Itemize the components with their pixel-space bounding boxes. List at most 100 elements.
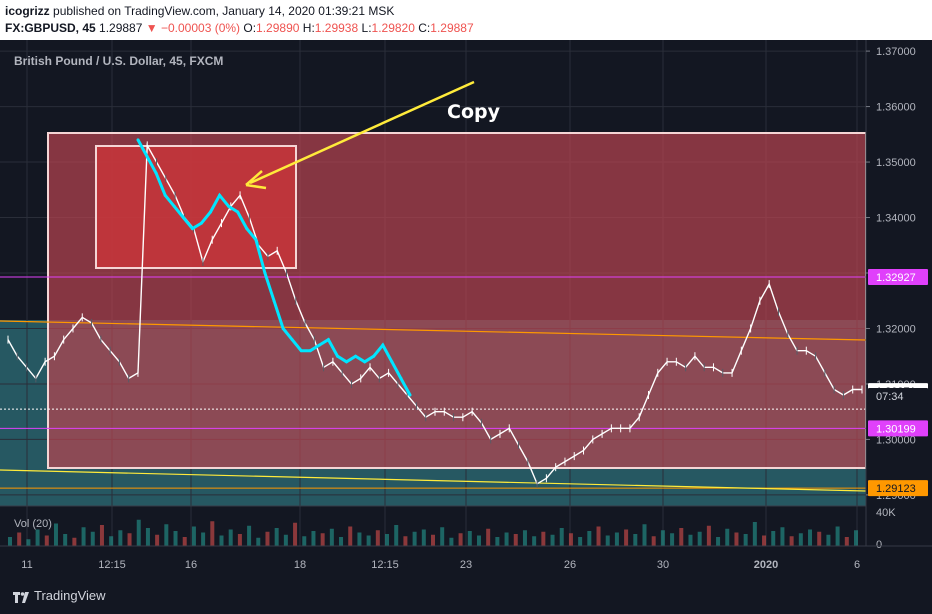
volume-bar-49 (458, 533, 463, 546)
price-change: ▼ −0.00003 (0%) (145, 21, 241, 35)
volume-bar-26 (247, 525, 252, 546)
volume-bar-5 (53, 523, 58, 546)
volume-bar-38 (357, 532, 362, 546)
volume-bar-74 (688, 534, 693, 546)
price-badge-label: 1.30199 (876, 423, 916, 435)
volume-bar-92 (854, 530, 858, 546)
volume-bar-63 (587, 531, 592, 546)
highlight-point-1 (145, 155, 149, 158)
highlight-point-30 (408, 393, 412, 397)
volume-bar-20 (191, 526, 196, 546)
volume-bar-51 (476, 535, 481, 546)
volume-bar-47 (440, 527, 445, 546)
highlight-point-15 (272, 299, 276, 303)
arrow-head-icon (245, 170, 267, 190)
volume-bar-2 (26, 539, 31, 546)
time-tick-label: 12:15 (98, 559, 126, 571)
published-text: published on TradingView.com, January 14… (53, 4, 395, 18)
time-tick-label: 18 (294, 559, 306, 571)
highlight-point-27 (381, 343, 385, 347)
volume-bar-25 (237, 534, 242, 546)
highlight-point-16 (281, 326, 285, 330)
volume-bar-45 (421, 529, 426, 546)
symbol-label[interactable]: FX:GBPUSD, 45 (5, 21, 96, 35)
volume-bar-72 (670, 533, 675, 546)
volume-bar-53 (495, 537, 500, 546)
last-price: 1.29887 (99, 21, 143, 35)
highlight-point-8 (209, 210, 213, 214)
tradingview-logo-icon[interactable] (12, 589, 30, 605)
volume-bar-64 (596, 526, 601, 546)
volume-bar-41 (385, 534, 390, 546)
volume-bar-19 (182, 537, 187, 546)
chart-area[interactable]: 1.290001.300001.310001.320001.330001.340… (0, 40, 932, 580)
highlight-point-4 (172, 204, 176, 208)
low-value: 1.29820 (371, 21, 415, 35)
highlight-point-5 (181, 216, 185, 220)
highlight-point-24 (354, 354, 358, 358)
price-series (7, 138, 863, 488)
footer: TradingView (0, 580, 932, 614)
copy-annotation[interactable]: Copy (447, 101, 501, 123)
highlight-point-22 (335, 354, 339, 358)
price-badge-0 (868, 269, 928, 286)
volume-bar-21 (201, 532, 206, 546)
time-tick-label: 26 (564, 559, 576, 571)
volume-bar-40 (375, 530, 380, 546)
time-tick-label: 2020 (754, 559, 778, 571)
volume-bar-65 (605, 535, 610, 546)
price-badge-label: 1.29123 (876, 483, 916, 495)
price-axis: 1.290001.300001.310001.320001.330001.340… (865, 40, 932, 551)
highlight-point-23 (345, 360, 349, 364)
highlight-point-28 (390, 360, 394, 364)
volume-bar-54 (504, 532, 509, 546)
author-name[interactable]: icogrizz (5, 4, 50, 18)
tradingview-brand[interactable]: TradingView (34, 588, 106, 603)
price-badge-4 (868, 480, 928, 497)
highlight-point-2 (154, 171, 158, 175)
volume-bar-76 (706, 525, 711, 546)
volume-bar-66 (614, 532, 619, 546)
highlight-point-18 (299, 349, 303, 353)
time-tick-label: 30 (657, 559, 669, 571)
volume-bar-17 (164, 524, 169, 546)
highlight-point-26 (372, 354, 376, 358)
volume-bar-58 (541, 531, 546, 546)
volume-bar-81 (752, 522, 757, 546)
volume-bar-10 (99, 525, 104, 546)
publication-header: icogrizz published on TradingView.com, J… (0, 0, 932, 40)
volume-bar-14 (136, 519, 141, 546)
volume-bar-48 (449, 537, 454, 546)
price-chart[interactable]: 1.290001.300001.310001.320001.330001.340… (0, 40, 932, 580)
volume-bar-61 (568, 533, 573, 546)
volume-bar-30 (283, 534, 288, 546)
time-tick-label: 23 (460, 559, 472, 571)
volume-bar-62 (578, 537, 583, 546)
volume-bar-23 (219, 535, 224, 546)
price-tick-label: 1.37000 (876, 46, 916, 58)
orange-trendline (0, 320, 867, 341)
volume-bar-59 (550, 534, 555, 546)
price-badge-label: 1.32927 (876, 272, 916, 284)
volume-bar-77 (716, 537, 721, 546)
copy-box-border (95, 145, 297, 269)
highlight-point-11 (236, 210, 240, 214)
open-value: 1.29890 (256, 21, 300, 35)
price-badge-label: 07:34 (876, 391, 904, 403)
volume-bar-83 (771, 531, 776, 546)
volume-bar-86 (798, 533, 803, 546)
close-value: 1.29887 (430, 21, 474, 35)
volume-bar-8 (81, 527, 86, 546)
copy-box (96, 146, 296, 268)
volume-bar-42 (394, 525, 399, 546)
volume-bar-15 (145, 528, 150, 546)
volume-bar-9 (90, 531, 95, 546)
volume-bar-71 (660, 530, 665, 546)
volume-bar-68 (633, 534, 638, 546)
volume-bar-6 (63, 534, 68, 546)
volume-bar-18 (173, 531, 178, 546)
arrow-shaft (249, 80, 475, 185)
volume-bar-12 (118, 530, 123, 546)
price-tick-label: 1.32000 (876, 323, 916, 335)
time-tick-label: 16 (185, 559, 197, 571)
